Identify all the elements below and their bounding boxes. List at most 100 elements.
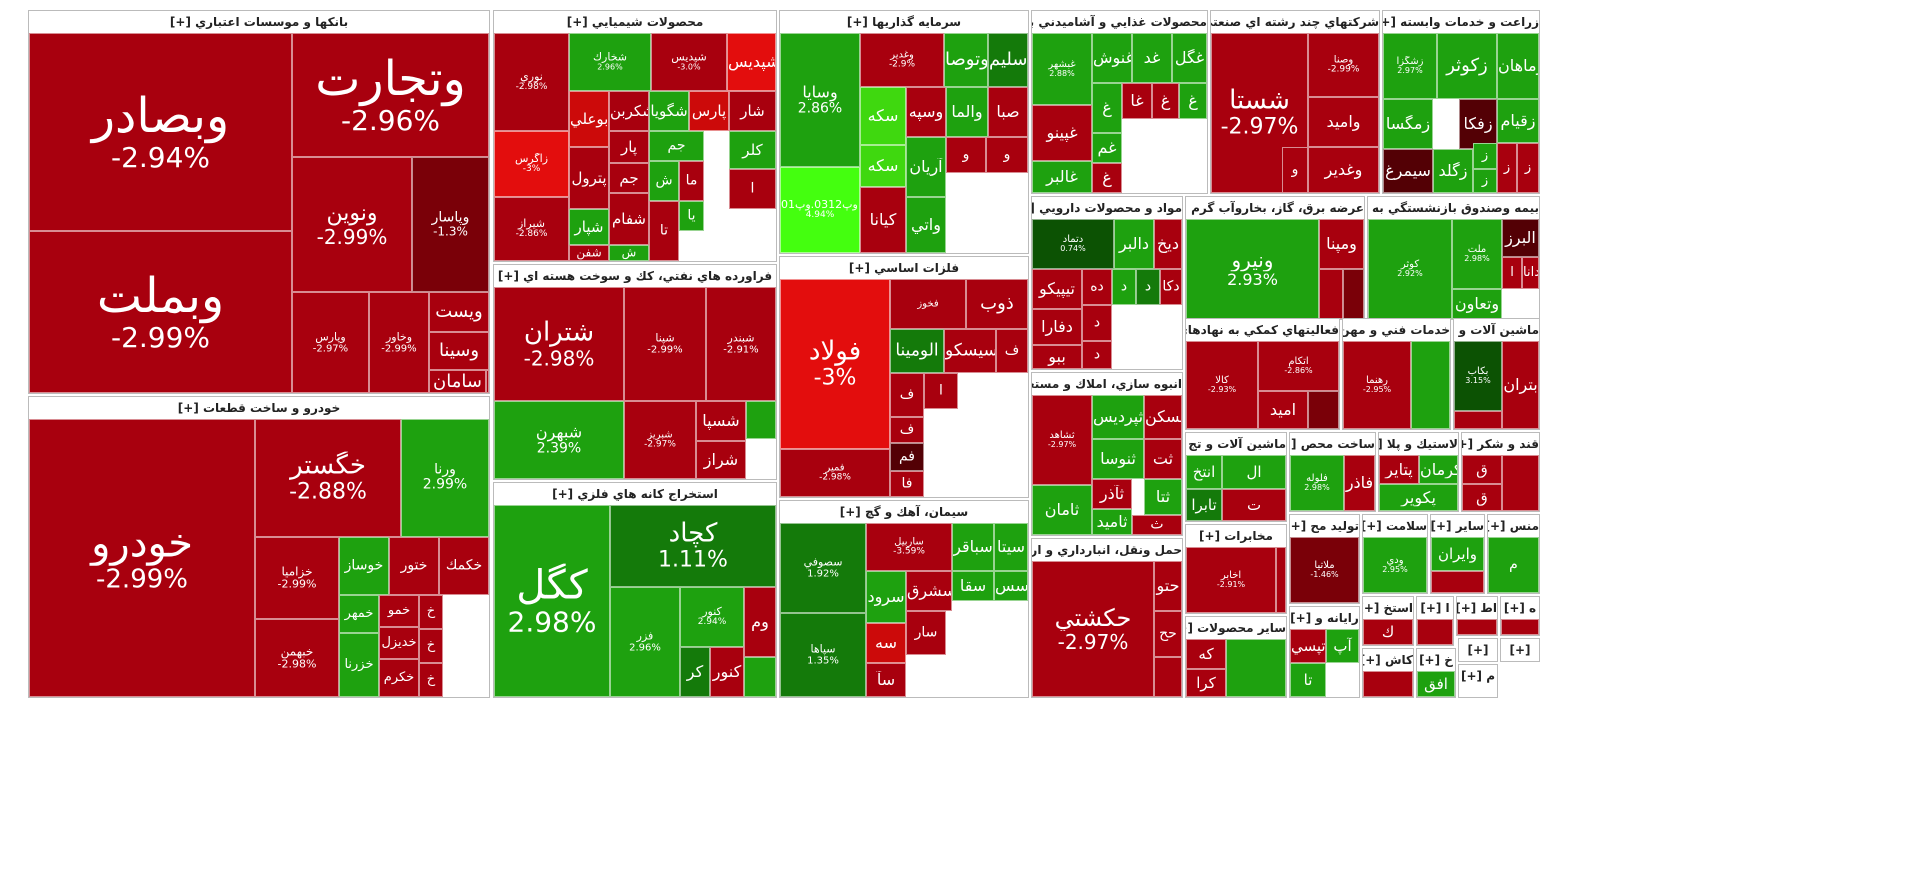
stock-tile[interactable]: پارس bbox=[689, 91, 729, 131]
stock-tile[interactable] bbox=[1319, 269, 1343, 319]
stock-tile[interactable]: ثپرديس bbox=[1092, 395, 1144, 439]
stock-tile[interactable] bbox=[1411, 341, 1450, 429]
sector-title[interactable]: ا [+] bbox=[1417, 597, 1453, 619]
stock-tile[interactable]: پكرمان bbox=[1419, 455, 1458, 484]
stock-tile[interactable]: خزاميا -2.99% bbox=[255, 537, 339, 619]
stock-tile[interactable]: سامان bbox=[429, 370, 486, 393]
stock-tile[interactable]: كچاد 1.11% bbox=[610, 505, 776, 587]
stock-tile[interactable]: غا bbox=[1122, 83, 1152, 119]
stock-tile[interactable]: شار bbox=[729, 91, 776, 131]
stock-tile[interactable]: شپار bbox=[569, 209, 609, 245]
sector-title[interactable]: خودرو و ساخت قطعات [+] bbox=[29, 397, 489, 419]
stock-tile[interactable]: سيتا bbox=[994, 523, 1028, 571]
stock-tile[interactable]: دالبر bbox=[1114, 219, 1154, 269]
stock-tile[interactable]: فا bbox=[890, 471, 924, 497]
stock-tile[interactable]: ثتا bbox=[1144, 479, 1182, 515]
stock-tile[interactable]: سيسكو bbox=[944, 329, 996, 373]
sector-title[interactable]: قند و شكر [+] bbox=[1462, 433, 1539, 455]
sector-title[interactable]: م [+] bbox=[1459, 665, 1497, 687]
sector-title[interactable]: ماشين آلات و [+] bbox=[1454, 319, 1539, 341]
stock-tile[interactable]: فلوله 2.98% bbox=[1290, 455, 1344, 511]
stock-tile[interactable]: و bbox=[946, 137, 986, 173]
stock-tile[interactable]: كنور 2.94% bbox=[680, 587, 744, 647]
stock-tile[interactable]: زاگرس -3% bbox=[494, 131, 569, 197]
sector-title[interactable]: اط [+] bbox=[1457, 597, 1497, 619]
sector-title[interactable]: فلزات اساسي [+] bbox=[780, 257, 1028, 279]
stock-tile[interactable]: ثاميد bbox=[1092, 509, 1132, 535]
stock-tile[interactable]: سكه bbox=[860, 87, 906, 145]
stock-tile[interactable]: آريان bbox=[906, 137, 946, 197]
stock-tile[interactable]: فزر 2.96% bbox=[610, 587, 680, 697]
sector-title[interactable]: [+] bbox=[1501, 639, 1539, 661]
stock-tile[interactable]: ال bbox=[1222, 455, 1286, 489]
stock-tile[interactable]: وغدير bbox=[1308, 147, 1379, 193]
stock-tile[interactable]: خودرو -2.99% bbox=[29, 419, 255, 697]
stock-tile[interactable] bbox=[1308, 391, 1339, 429]
stock-tile[interactable]: وبصادر -2.94% bbox=[29, 33, 292, 231]
stock-tile[interactable]: ز bbox=[1473, 143, 1497, 169]
stock-tile[interactable]: وخاور -2.99% bbox=[369, 292, 429, 393]
stock-tile[interactable]: كرا bbox=[1186, 669, 1226, 697]
stock-tile[interactable]: ق bbox=[1462, 455, 1502, 484]
stock-tile[interactable]: واتي bbox=[906, 197, 946, 253]
stock-tile[interactable]: اميد bbox=[1258, 391, 1308, 429]
sector-title[interactable]: زراعت و خدمات وابسته [+] bbox=[1383, 11, 1539, 33]
stock-tile[interactable]: شبريز -2.97% bbox=[624, 401, 696, 479]
stock-tile[interactable] bbox=[1501, 619, 1539, 635]
stock-tile[interactable] bbox=[1502, 455, 1539, 511]
stock-tile[interactable]: اخابر -2.91% bbox=[1186, 547, 1276, 613]
stock-tile[interactable] bbox=[746, 401, 776, 439]
stock-tile[interactable]: بوعلي bbox=[569, 91, 609, 147]
stock-tile[interactable]: خ bbox=[419, 629, 443, 663]
stock-tile[interactable]: تابرا bbox=[1186, 489, 1222, 521]
stock-tile[interactable]: زفكا bbox=[1459, 99, 1497, 149]
sector-title[interactable]: سيمان، آهك و گچ [+] bbox=[780, 501, 1028, 523]
stock-tile[interactable]: حح bbox=[1154, 611, 1182, 657]
stock-tile[interactable]: زگلد bbox=[1433, 149, 1473, 193]
stock-tile[interactable]: دتماد 0.74% bbox=[1032, 219, 1114, 269]
stock-tile[interactable]: سباقر bbox=[952, 523, 994, 571]
stock-tile[interactable]: ثشاهد -2.97% bbox=[1032, 395, 1092, 485]
stock-tile[interactable]: وصنا -2.99% bbox=[1308, 33, 1379, 97]
stock-tile[interactable]: د bbox=[1112, 269, 1136, 305]
stock-tile[interactable]: كه bbox=[1186, 639, 1226, 669]
stock-tile[interactable] bbox=[1276, 547, 1286, 613]
stock-tile[interactable] bbox=[1226, 639, 1286, 697]
stock-tile[interactable]: سليم bbox=[988, 33, 1028, 87]
stock-tile[interactable]: آ bbox=[729, 169, 776, 209]
stock-tile[interactable]: ويست bbox=[429, 292, 489, 332]
stock-tile[interactable]: وبملت -2.99% bbox=[29, 231, 292, 393]
sector-title[interactable]: استخراج كانه هاي فلزي [+] bbox=[494, 483, 776, 505]
sector-title[interactable]: رايانه و [+] bbox=[1290, 607, 1359, 629]
stock-tile[interactable]: كلر bbox=[729, 131, 776, 169]
stock-tile[interactable]: ش bbox=[649, 161, 679, 201]
stock-tile[interactable]: ديخ bbox=[1154, 219, 1182, 269]
stock-tile[interactable]: افق bbox=[1417, 671, 1455, 697]
stock-tile[interactable]: غپينو bbox=[1032, 105, 1092, 161]
stock-tile[interactable]: خديزل bbox=[379, 627, 419, 659]
stock-tile[interactable]: زقيام bbox=[1497, 99, 1539, 143]
sector-title[interactable]: [+] bbox=[1459, 639, 1497, 661]
stock-tile[interactable]: دكا bbox=[1160, 269, 1182, 305]
stock-tile[interactable]: پكوير bbox=[1379, 484, 1458, 511]
stock-tile[interactable]: شگويا bbox=[649, 91, 689, 131]
stock-tile[interactable]: فخوز bbox=[890, 279, 966, 329]
stock-tile[interactable]: وتجارت -2.96% bbox=[292, 33, 489, 157]
sector-title[interactable]: منس [+] bbox=[1488, 515, 1539, 537]
stock-tile[interactable]: ومپنا bbox=[1319, 219, 1364, 269]
stock-tile[interactable]: سرود bbox=[866, 571, 906, 623]
sector-title[interactable]: ساير [+] bbox=[1431, 515, 1484, 537]
stock-tile[interactable]: غ bbox=[1092, 83, 1122, 133]
stock-tile[interactable]: ثنوسا bbox=[1092, 439, 1144, 479]
stock-tile[interactable]: شپديس bbox=[727, 33, 776, 91]
sector-title[interactable]: خ [+] bbox=[1417, 649, 1455, 671]
stock-tile[interactable] bbox=[744, 657, 776, 697]
stock-tile[interactable]: وسايا 2.86% bbox=[780, 33, 860, 167]
stock-tile[interactable]: ودي 2.95% bbox=[1363, 537, 1427, 593]
stock-tile[interactable]: ثمسكن bbox=[1144, 395, 1182, 439]
stock-tile[interactable]: ف bbox=[996, 329, 1028, 373]
stock-tile[interactable]: پترول bbox=[569, 147, 609, 209]
stock-tile[interactable]: خمو bbox=[379, 595, 419, 627]
stock-tile[interactable]: شفام bbox=[609, 193, 649, 245]
stock-tile[interactable]: خوساز bbox=[339, 537, 389, 595]
